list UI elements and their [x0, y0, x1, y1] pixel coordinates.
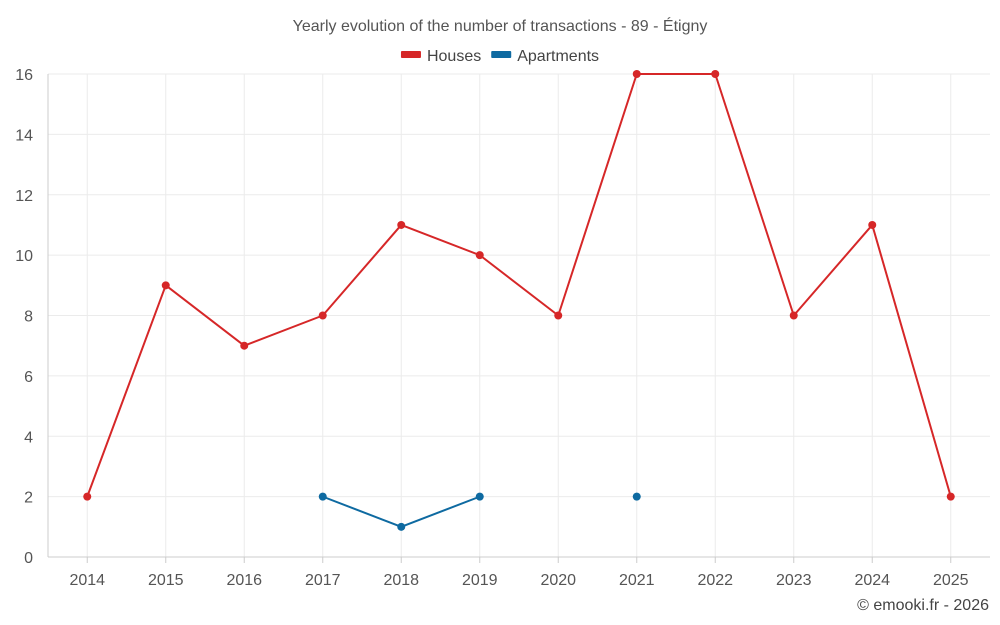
data-point[interactable]	[161, 281, 170, 290]
grid	[48, 73, 990, 557]
series-layer	[83, 70, 955, 531]
x-tick-label: 2015	[148, 572, 184, 589]
x-tick-label: 2022	[697, 572, 733, 589]
x-tick-label: 2016	[226, 572, 262, 589]
legend-label: Apartments	[517, 48, 599, 65]
y-tick-label: 0	[24, 550, 33, 567]
series-houses	[83, 70, 955, 501]
legend-swatch	[400, 51, 421, 58]
x-tick-label: 2019	[462, 572, 498, 589]
data-point[interactable]	[318, 492, 327, 501]
y-tick-label: 10	[15, 248, 33, 265]
legend: Houses Apartments	[400, 48, 599, 65]
x-tick-label: 2021	[619, 572, 655, 589]
y-tick-label: 6	[24, 369, 33, 386]
x-axis: 2014 2015 2016 2017 2018 2019 2020 2021 2022 2023…	[48, 556, 990, 589]
data-point[interactable]	[632, 492, 641, 501]
legend-label: Houses	[427, 48, 481, 65]
data-point[interactable]	[397, 220, 406, 229]
legend-item[interactable]: Houses	[400, 48, 481, 65]
x-tick-label: 2014	[69, 572, 105, 589]
legend-swatch	[491, 51, 512, 58]
data-point[interactable]	[83, 492, 92, 501]
y-axis: 0 2 4 6 8 10 12 14 16	[15, 67, 49, 567]
y-tick-label: 12	[15, 188, 33, 205]
data-point[interactable]	[475, 492, 484, 501]
data-point[interactable]	[711, 70, 720, 78]
credit-text: © emooki.fr - 2026	[857, 597, 989, 614]
chart-title: Yearly evolution of the number of transa…	[293, 16, 708, 35]
data-point[interactable]	[397, 522, 406, 531]
y-tick-label: 14	[15, 127, 33, 144]
x-tick-label: 2020	[540, 572, 576, 589]
data-point[interactable]	[868, 220, 877, 229]
y-tick-label: 8	[24, 309, 33, 326]
x-tick-label: 2017	[305, 572, 341, 589]
data-point[interactable]	[318, 311, 327, 320]
series-apartments	[318, 492, 641, 531]
data-point[interactable]	[632, 70, 641, 78]
x-tick-label: 2024	[854, 572, 890, 589]
x-tick-label: 2025	[933, 572, 969, 589]
y-tick-label: 2	[24, 490, 33, 507]
legend-item[interactable]: Apartments	[491, 48, 599, 65]
data-point[interactable]	[475, 251, 484, 260]
series-line	[86, 73, 952, 497]
data-point[interactable]	[240, 341, 249, 350]
x-tick-label: 2018	[383, 572, 419, 589]
y-tick-label: 16	[15, 67, 33, 84]
data-point[interactable]	[789, 311, 798, 320]
x-tick-label: 2023	[776, 572, 812, 589]
y-tick-label: 4	[24, 429, 33, 446]
data-point[interactable]	[946, 492, 955, 501]
data-point[interactable]	[554, 311, 563, 320]
